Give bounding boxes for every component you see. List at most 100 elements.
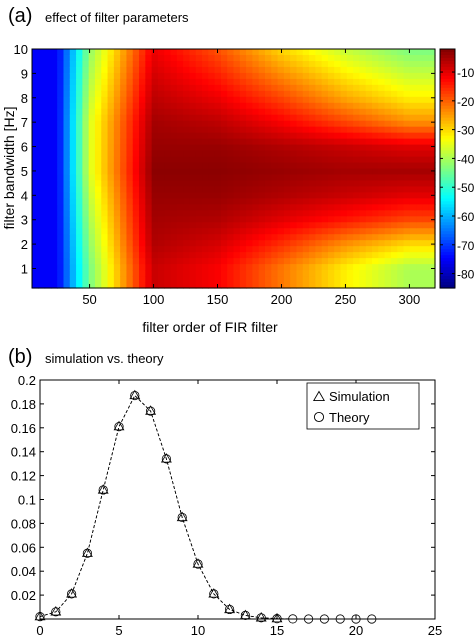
- heatmap-cell: [157, 204, 165, 211]
- heatmap-cell: [139, 108, 146, 116]
- heatmap-cell: [264, 246, 272, 253]
- heatmap-cell: [189, 174, 197, 182]
- heatmap-cell: [139, 156, 146, 164]
- heatmap-cell: [76, 252, 83, 259]
- heatmap-cell: [157, 282, 165, 289]
- heatmap-cell: [384, 90, 392, 98]
- colorbar-segment: [440, 150, 455, 155]
- heatmap-cell: [126, 108, 134, 116]
- heatmap-cell: [239, 174, 247, 182]
- heatmap-cell: [107, 246, 115, 253]
- heatmap-cell: [63, 168, 71, 176]
- heatmap-cell: [258, 234, 266, 241]
- heatmap-cell: [170, 240, 178, 247]
- colorbar-segment: [440, 135, 455, 140]
- theory-point: [335, 614, 345, 624]
- heatmap-cell: [176, 174, 184, 182]
- heatmap-cell: [38, 186, 46, 193]
- heatmap-cell: [390, 204, 398, 211]
- heatmap-cell: [309, 162, 316, 170]
- heatmap-cell: [384, 246, 392, 253]
- heatmap-cell: [315, 204, 323, 211]
- heatmap-cell: [107, 210, 115, 217]
- heatmap-cell: [277, 198, 285, 205]
- colorbar-segment: [440, 87, 455, 92]
- heatmap-cell: [384, 162, 392, 170]
- heatmap-cell: [296, 102, 304, 110]
- heatmap-cell: [340, 126, 348, 134]
- heatmap-cell: [139, 54, 146, 62]
- heatmap-cell: [327, 192, 335, 199]
- heatmap-cell: [258, 156, 266, 164]
- heatmap-cell: [94, 156, 102, 164]
- heatmap-cell: [176, 240, 184, 247]
- heatmap-cell: [346, 264, 354, 271]
- heatmap-cell: [277, 210, 285, 217]
- heatmap-cell: [94, 198, 102, 205]
- heatmap-cell: [69, 276, 77, 283]
- heatmap-cell: [365, 84, 373, 92]
- heatmap-cell: [264, 78, 272, 86]
- heatmap-cell: [32, 150, 39, 158]
- heatmap-cell: [309, 246, 316, 253]
- heatmap-cell: [63, 144, 71, 152]
- heatmap-cell: [246, 204, 253, 211]
- colorbar-frame: [439, 48, 456, 289]
- heatmap-cell: [409, 216, 417, 223]
- heatmap-cell: [359, 114, 367, 122]
- simulation-point: [81, 547, 93, 557]
- heatmap-cell: [69, 150, 77, 158]
- heatmap-cell: [378, 186, 386, 193]
- heatmap-cell: [208, 49, 216, 56]
- heatmap-cell: [309, 84, 316, 92]
- heatmap-cell: [202, 174, 209, 182]
- heatmap-cell: [246, 264, 253, 271]
- heatmap-cell: [277, 264, 285, 271]
- heatmap-cell: [170, 54, 178, 62]
- simulation-point: [255, 612, 267, 622]
- heatmap-cell: [384, 84, 392, 92]
- heatmap-cell: [195, 78, 203, 86]
- heatmap-cell: [113, 126, 121, 134]
- heatmap-cell: [397, 174, 405, 182]
- heatmap-cell: [63, 162, 71, 170]
- heatmap-cell: [151, 150, 159, 158]
- heatmap-cell: [132, 186, 140, 193]
- heatmap-cell: [353, 252, 361, 259]
- heatmap-cell: [113, 186, 121, 193]
- heatmap-cell: [164, 258, 172, 265]
- heatmap-cell: [296, 120, 304, 128]
- heatmap-cell: [145, 108, 153, 116]
- heatmap-cell: [227, 192, 235, 199]
- heatmap-cell: [69, 252, 77, 259]
- heatmap-cell: [378, 138, 386, 146]
- heatmap-cell: [390, 49, 398, 56]
- heatmap-cell: [76, 102, 83, 110]
- heatmap-cell: [233, 114, 241, 122]
- heatmap-cell: [157, 120, 165, 128]
- heatmap-cell: [101, 264, 109, 271]
- heatmap-cell: [151, 192, 159, 199]
- heatmap-cell: [271, 84, 279, 92]
- heatmap-cell: [189, 156, 197, 164]
- heatmap-cell: [63, 180, 71, 188]
- heatmap-cell: [428, 198, 436, 205]
- heatmap-cell: [107, 204, 115, 211]
- heatmap-cell: [50, 126, 58, 134]
- heatmap-cell: [302, 66, 310, 74]
- heatmap-cell: [258, 204, 266, 211]
- heatmap-cell: [107, 60, 115, 68]
- heatmap-cell: [390, 270, 398, 277]
- heatmap-cell: [416, 270, 424, 277]
- heatmap-cell: [195, 132, 203, 140]
- colorbar-segment: [440, 216, 455, 220]
- heatmap-cell: [113, 216, 121, 223]
- heatmap-cell: [403, 108, 411, 116]
- heatmap-cell: [334, 138, 342, 146]
- heatmap-cell: [409, 156, 417, 164]
- heatmap-cell: [296, 270, 304, 277]
- heatmap-cell: [359, 168, 367, 176]
- heatmap-cell: [271, 174, 279, 182]
- heatmap-cell: [321, 120, 329, 128]
- line-y-tick-label: 0.1: [18, 493, 36, 508]
